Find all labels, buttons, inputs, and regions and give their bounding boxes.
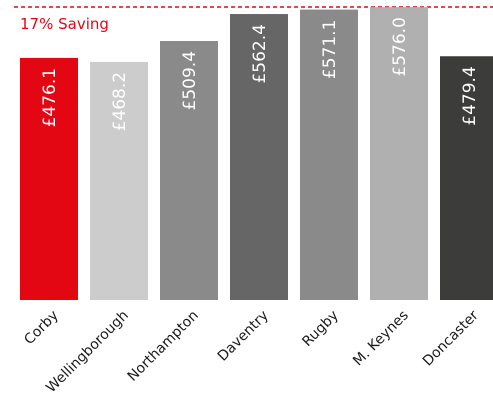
category-label: Northampton (125, 308, 202, 385)
category-label: Corby (21, 308, 62, 349)
bar-m-keynes (370, 7, 428, 300)
bar-northampton (160, 40, 218, 300)
bar-daventry (230, 14, 288, 300)
category-label: Doncaster (420, 307, 482, 369)
value-label: £476.1 (40, 68, 60, 127)
value-label: £562.4 (250, 24, 270, 83)
value-label: £479.4 (460, 66, 480, 125)
bar-doncaster (440, 56, 493, 300)
value-label: £509.4 (180, 51, 200, 110)
value-label: £468.2 (110, 72, 130, 131)
bar-corby (20, 57, 78, 300)
category-label: Daventry (215, 308, 272, 365)
category-label: M. Keynes (350, 308, 412, 370)
value-label: £571.1 (320, 20, 340, 79)
saving-annotation: 17% Saving (20, 15, 109, 33)
category-label: Rugby (299, 308, 341, 350)
value-label: £576.0 (390, 17, 410, 76)
bar-rugby (300, 9, 358, 301)
bar-wellingborough (90, 61, 148, 300)
